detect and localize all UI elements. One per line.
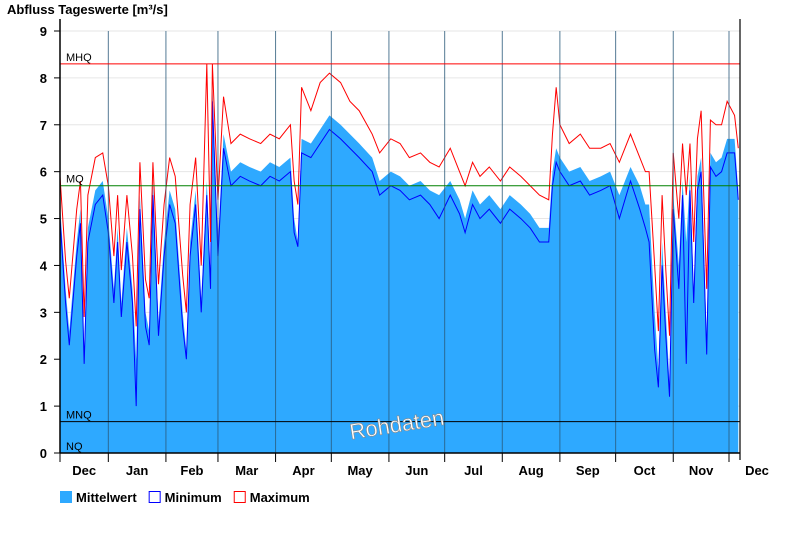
y-tick-label: 0 <box>40 446 47 461</box>
y-tick-label: 2 <box>40 352 47 367</box>
legend-label-minimum: Minimum <box>165 490 222 505</box>
ref-label-nq: NQ <box>66 441 83 453</box>
y-tick-label: 5 <box>40 212 47 227</box>
series-minimum-line <box>59 101 739 407</box>
x-tick-label: Dec <box>745 463 769 478</box>
x-tick-label: Feb <box>180 463 203 478</box>
y-tick-label: 4 <box>40 258 48 273</box>
x-tick-label: Dec <box>72 463 96 478</box>
axes: 0 1 2 3 4 5 6 7 8 9 Dec Jan Feb Mar Apr May Jun Jul Aug Sep… <box>40 19 769 478</box>
legend-swatch-mittelwert <box>60 491 72 503</box>
x-tick-label: Sep <box>576 463 600 478</box>
ref-label-mnq: MNQ <box>66 410 92 422</box>
x-tick-label: Oct <box>634 463 656 478</box>
legend: Mittelwert Minimum Maximum <box>60 490 310 505</box>
series-marks <box>59 63 739 454</box>
chart-title: Abfluss Tageswerte [m³/s] <box>7 2 168 17</box>
series-maximum-line <box>59 63 739 336</box>
y-tick-label: 9 <box>40 24 47 39</box>
legend-label-mittelwert: Mittelwert <box>76 490 137 505</box>
legend-swatch-minimum <box>148 491 161 503</box>
x-tick-label: Jun <box>405 463 428 478</box>
ref-label-mq: MQ <box>66 174 84 186</box>
x-tick-label: Jul <box>464 463 483 478</box>
series-mittelwert-area <box>60 87 739 454</box>
x-tick-label: Mar <box>235 463 258 478</box>
x-tick-label: Nov <box>689 463 714 478</box>
x-tick-label: Apr <box>292 463 314 478</box>
reference-lines: MHQ MQ MNQ NQ <box>60 52 740 453</box>
x-tick-label: Jan <box>126 463 148 478</box>
y-tick-label: 6 <box>40 165 47 180</box>
y-tick-label: 7 <box>40 118 47 133</box>
x-tick-label: May <box>347 463 373 478</box>
x-tick-label: Aug <box>518 463 543 478</box>
y-tick-label: 8 <box>40 71 47 86</box>
month-lines <box>107 31 730 453</box>
y-tick-label: 1 <box>40 399 47 414</box>
legend-label-maximum: Maximum <box>250 490 310 505</box>
ref-label-mhq: MHQ <box>66 52 92 64</box>
legend-swatch-maximum <box>233 491 246 503</box>
y-tick-label: 3 <box>40 305 47 320</box>
